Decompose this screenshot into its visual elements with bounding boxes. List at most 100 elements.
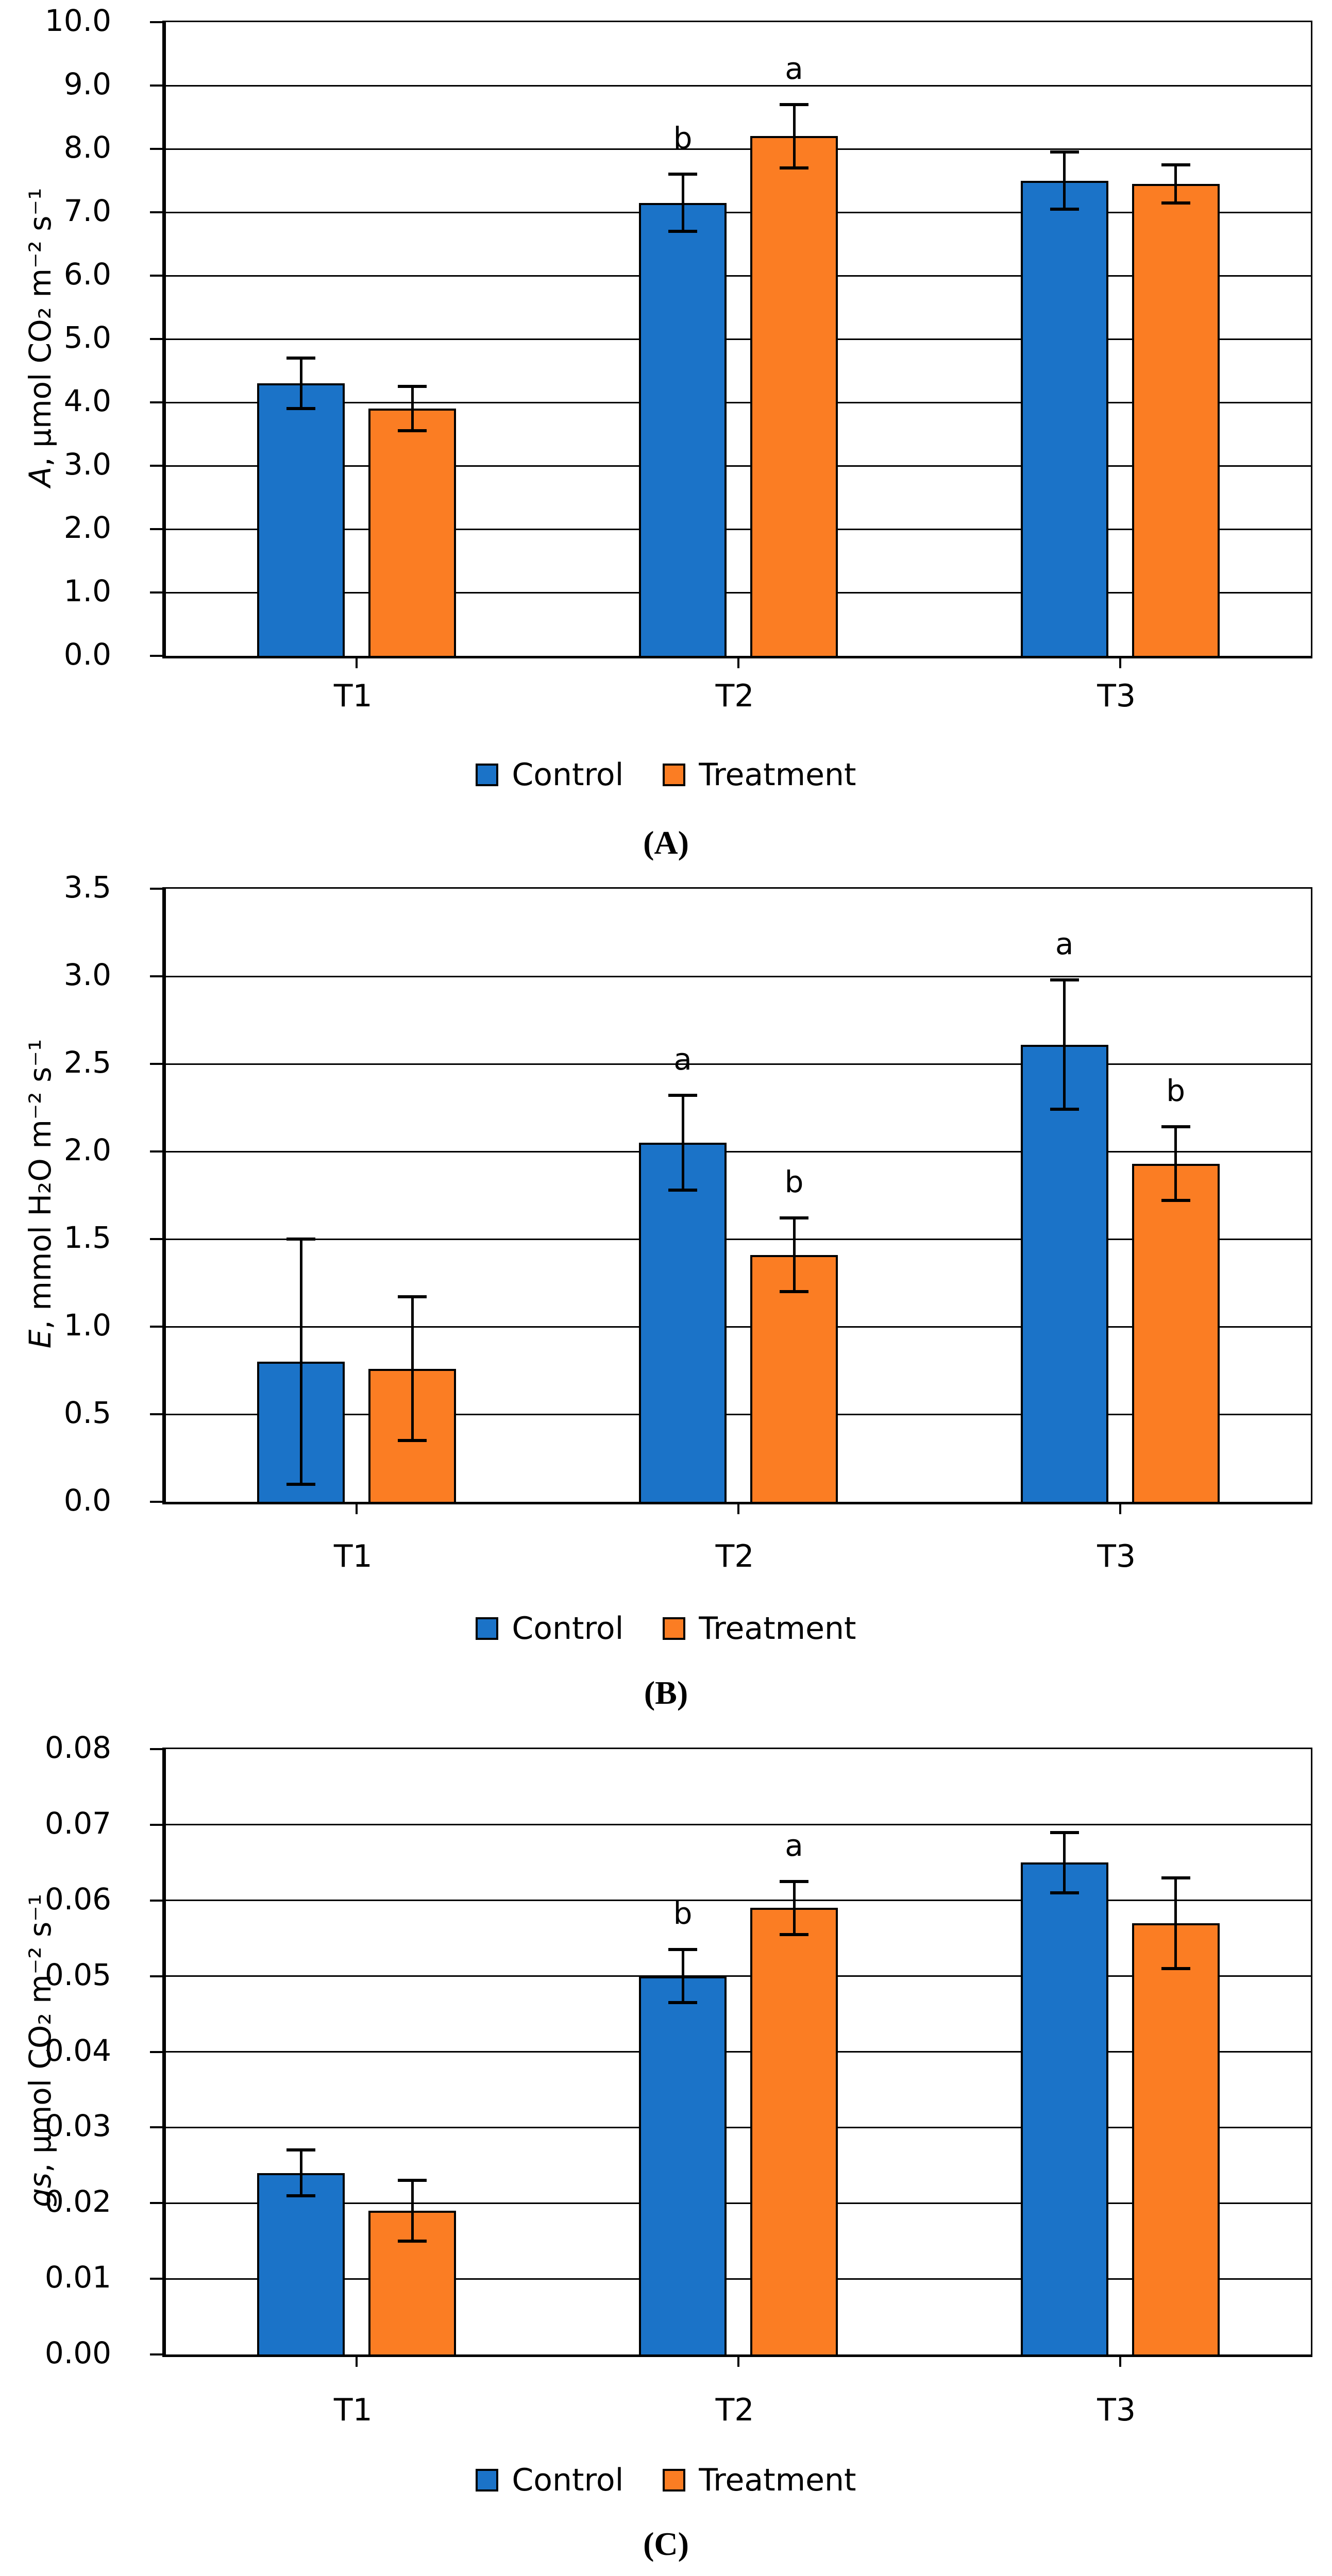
error-bar-cap	[780, 1880, 808, 1884]
error-bar-cap	[668, 229, 697, 233]
legend-item-control: Control	[476, 756, 623, 793]
y-axis-tick	[150, 1150, 162, 1153]
error-bar	[793, 1882, 796, 1935]
y-tick-label: 4.0	[63, 383, 111, 418]
y-axis-tick	[150, 401, 162, 403]
y-axis-tick	[150, 2126, 162, 2129]
y-tick-label: 8.0	[63, 130, 111, 165]
x-axis-tick	[1119, 1502, 1121, 1514]
y-ticks: 0.0 0.5 1.0 1.5 2.0 2.5 3.0 3.5	[0, 870, 146, 1518]
y-axis-tick	[150, 2278, 162, 2280]
error-bar-cap	[1161, 1967, 1190, 1970]
bar-control-t1	[257, 2173, 345, 2354]
bar-control-t2	[639, 1143, 727, 1502]
y-axis-tick	[150, 1899, 162, 1902]
y-axis-tick	[150, 2050, 162, 2053]
error-bar	[1063, 152, 1066, 209]
legend: Control Treatment	[0, 756, 1332, 793]
error-bar-cap	[1161, 201, 1190, 205]
error-bar-cap	[668, 2001, 697, 2005]
legend-item-control: Control	[476, 2462, 623, 2499]
y-tick-label: 0.08	[44, 1730, 111, 1765]
error-bar-cap	[1050, 1108, 1079, 1111]
y-axis-tick	[150, 1413, 162, 1415]
gridline	[166, 1063, 1311, 1065]
gridline	[166, 1326, 1311, 1328]
y-tick-label: 0.0	[63, 1483, 111, 1518]
x-axis-tick	[737, 2354, 739, 2367]
error-bar	[299, 1239, 302, 1484]
y-tick-label: 0.01	[44, 2260, 111, 2295]
y-axis-tick	[150, 338, 162, 340]
control-swatch	[476, 764, 499, 786]
y-tick-label: 0.5	[63, 1395, 111, 1430]
legend-label-control: Control	[512, 2462, 624, 2498]
error-bar-cap	[1050, 150, 1079, 154]
error-bar-cap	[286, 1483, 316, 1486]
legend: Control Treatment	[0, 2462, 1332, 2499]
error-bar	[411, 1297, 414, 1440]
y-tick-label: 0.07	[44, 1805, 111, 1841]
x-axis-tick	[356, 2354, 358, 2367]
y-axis-tick	[150, 84, 162, 87]
error-bar-cap	[668, 1094, 697, 1097]
x-axis-tick	[1119, 2354, 1121, 2367]
y-tick-label: 0.04	[44, 2032, 111, 2068]
error-bar-cap	[780, 166, 808, 170]
gridline	[166, 2051, 1311, 2053]
panel-b: E, mmol H₂O m⁻² s⁻¹ 0.0 0.5 1.0 1.5 2.0 2.5 3.…	[0, 870, 1332, 1741]
error-bar-cap	[1050, 1831, 1079, 1834]
y-tick-label: 1.0	[63, 1308, 111, 1343]
significance-letter: a	[673, 1042, 692, 1077]
error-bar-cap	[398, 2179, 427, 2182]
y-tick-label: 0.03	[44, 2108, 111, 2144]
y-tick-label: 0.06	[44, 1881, 111, 1917]
x-labels: T1 T2 T3	[162, 1538, 1307, 1579]
x-axis-tick	[356, 1502, 358, 1514]
y-tick-label: 3.5	[63, 870, 111, 905]
error-bar-cap	[1050, 1891, 1079, 1895]
gridline	[166, 338, 1311, 340]
y-tick-label: 0.0	[63, 637, 111, 672]
error-bar	[411, 2180, 414, 2241]
legend-label-treatment: Treatment	[699, 2462, 856, 2498]
error-bar-cap	[286, 2194, 316, 2197]
y-axis-tick	[150, 1326, 162, 1328]
bar-treatment-t2	[750, 1908, 838, 2354]
bar-control-t3	[1020, 1044, 1108, 1502]
error-bar-cap	[780, 1933, 808, 1936]
error-bar-cap	[398, 2239, 427, 2243]
y-axis-tick	[150, 975, 162, 977]
significance-letter: b	[673, 121, 693, 156]
bar-treatment-t1	[368, 409, 457, 656]
y-axis-tick	[150, 1063, 162, 1065]
y-axis-tick	[150, 1748, 162, 1750]
y-axis-tick	[150, 1975, 162, 1977]
y-axis-tick	[150, 888, 162, 890]
panel-caption: (A)	[643, 824, 689, 861]
y-axis-tick	[150, 21, 162, 23]
error-bar	[299, 2150, 302, 2196]
error-bar-cap	[398, 429, 427, 433]
gridline	[166, 1413, 1311, 1415]
y-tick-label: 0.00	[44, 2335, 111, 2370]
control-swatch	[476, 1617, 499, 1640]
x-category-label: T1	[333, 1538, 373, 1574]
x-category-label: T2	[715, 678, 754, 714]
gridline	[166, 2126, 1311, 2128]
y-ticks: 0.00 0.01 0.02 0.03 0.04 0.05 0.06 0.07 0.08	[0, 1730, 146, 2370]
y-axis-tick	[150, 591, 162, 594]
gridline	[166, 1150, 1311, 1153]
significance-letter: b	[673, 1896, 693, 1931]
error-bar-cap	[668, 173, 697, 176]
legend-label-treatment: Treatment	[699, 1611, 856, 1647]
panel-caption: (C)	[643, 2526, 689, 2562]
y-axis-tick	[150, 1501, 162, 1503]
error-bar-cap	[398, 1295, 427, 1299]
gridline	[166, 465, 1311, 467]
x-axis-tick	[737, 1502, 739, 1514]
y-tick-label: 2.5	[63, 1045, 111, 1080]
